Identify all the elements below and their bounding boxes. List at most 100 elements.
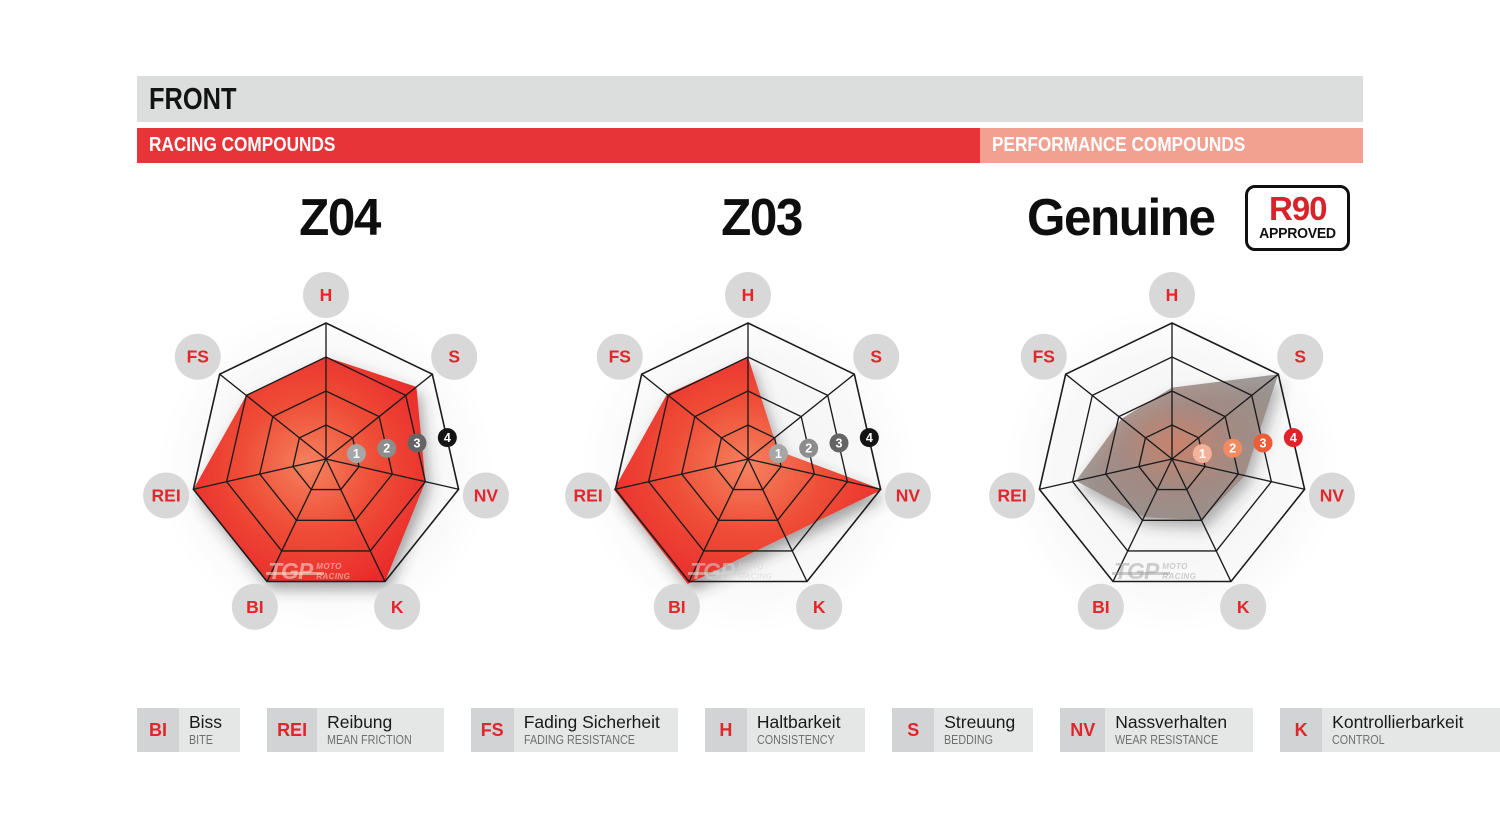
web-spoke-fs <box>1065 373 1173 460</box>
axis-label-circle-h <box>1149 272 1195 318</box>
scale-tick-label-3: 3 <box>1260 436 1267 450</box>
web-ring-2 <box>680 390 816 521</box>
brand-watermark-z04: TGP MOTO RACING <box>265 558 398 584</box>
web-ring-2 <box>258 390 394 521</box>
badge-line1: R90 <box>1268 190 1328 228</box>
scale-tick-3 <box>829 433 849 453</box>
legend-term-de: Haltbarkeit <box>756 712 841 732</box>
axis-label-circle-rei <box>565 472 612 519</box>
axis-label-bi: BI <box>668 597 686 617</box>
scale-tick-label-2: 2 <box>805 442 812 456</box>
axis-label-bi: BI <box>1092 597 1110 617</box>
legend-text-bi: Biss BITE <box>179 708 241 752</box>
scale-tick-label-3: 3 <box>414 436 421 450</box>
axis-label-k: K <box>813 597 826 617</box>
radar-chart-genuine: 1 2 3 4 H S NV K BI REI FS <box>989 272 1355 630</box>
web-ring-1 <box>714 424 782 491</box>
axis-label-circle-s <box>853 333 900 380</box>
scale-tick-4 <box>437 428 457 448</box>
axis-label-s: S <box>448 347 460 367</box>
legend-term-en: CONSISTENCY <box>756 733 835 747</box>
axis-label-nv: NV <box>474 485 499 505</box>
brand-watermark-z03: TGP MOTO RACING <box>687 560 820 583</box>
scale-tick-label-2: 2 <box>1229 442 1236 456</box>
scale-tick-1 <box>768 444 788 464</box>
legend-term-de: Reibung <box>327 712 393 732</box>
performance-compounds-label: PERFORMANCE COMPOUNDS <box>992 134 1246 156</box>
axis-label-fs: FS <box>609 347 631 367</box>
web-spoke-bi <box>688 458 749 582</box>
axis-label-circle-s <box>431 333 478 380</box>
axis-label-circle-nv <box>1308 472 1355 519</box>
scale-tick-label-2: 2 <box>383 442 390 456</box>
axis-label-circle-rei <box>143 472 190 519</box>
brand-logo-line2: RACING <box>738 571 773 581</box>
web-spoke-nv <box>1171 458 1305 490</box>
web-spoke-rei <box>193 458 327 490</box>
badge-line2: APPROVED <box>1259 226 1337 243</box>
brand-logo-line2: RACING <box>316 571 351 581</box>
axis-label-circle-fs <box>1020 333 1067 380</box>
legend-item-rei: REI Reibung MEAN FRICTION <box>267 708 444 752</box>
scale-tick-1 <box>1192 444 1212 464</box>
axis-label-rei: REI <box>152 485 181 505</box>
web-spoke-rei <box>1039 458 1173 490</box>
chart-title-genuine: Genuine <box>1026 189 1216 247</box>
axis-label-rei: REI <box>998 485 1027 505</box>
brand-logo-line2: RACING <box>1162 571 1197 581</box>
brand-logo-subtext: MOTO RACING <box>1162 562 1196 580</box>
legend-abbr-bi: BI <box>137 708 179 752</box>
axis-label-circle-bi <box>1077 583 1124 630</box>
web-spoke-k <box>747 458 808 582</box>
scale-tick-label-1: 1 <box>353 447 360 461</box>
racing-compounds-band: RACING COMPOUNDS <box>137 128 980 163</box>
scale-tick-4 <box>1283 428 1303 448</box>
scale-tick-3 <box>407 433 427 453</box>
brand-logo-tgp: TGP <box>1111 558 1171 584</box>
web-spoke-k <box>1171 458 1232 582</box>
legend-term-en: MEAN FRICTION <box>327 733 412 747</box>
chart-title-row-z04: Z04 <box>130 188 550 248</box>
axis-label-nv: NV <box>896 485 921 505</box>
legend-item-fs: FS Fading Sicherheit FADING RESISTANCE <box>470 708 678 752</box>
axis-label-s: S <box>1294 347 1306 367</box>
legend-text-nv: Nassverhalten WEAR RESISTANCE <box>1105 708 1254 752</box>
axis-label-circle-s <box>1277 333 1324 380</box>
legend-abbr-nv: NV <box>1060 708 1106 752</box>
axis-label-circle-k <box>796 583 843 630</box>
scale-tick-label-3: 3 <box>836 436 843 450</box>
legend-term-en: BEDDING <box>944 733 994 747</box>
web-spoke-rei <box>615 458 749 490</box>
axis-label-h: H <box>320 285 333 305</box>
axis-label-circle-nv <box>462 472 509 519</box>
legend-term-en: BITE <box>189 733 213 747</box>
legend-strip: BI Biss BITE REI Reibung MEAN FRICTION FS Fadin… <box>137 708 1500 752</box>
brand-logo-tgp: TGP <box>265 558 325 584</box>
chart-title-z03: Z03 <box>721 189 804 247</box>
scale-tick-label-1: 1 <box>775 447 782 461</box>
chart-title-z04: Z04 <box>299 189 382 247</box>
web-ring-4 <box>1038 322 1306 583</box>
web-spoke-bi <box>266 458 327 582</box>
web-ring-3 <box>647 356 849 552</box>
web-spoke-k <box>325 458 386 582</box>
web-spoke-s <box>325 373 433 460</box>
web-ring-3 <box>1071 356 1273 552</box>
axis-label-rei: REI <box>574 485 603 505</box>
axis-label-circle-k <box>1220 583 1267 630</box>
legend-abbr-rei: REI <box>267 708 318 752</box>
legend-term-de: Fading Sicherheit <box>523 712 660 732</box>
data-polygon-genuine <box>1075 374 1279 521</box>
brand-logo-subtext: MOTO RACING <box>316 562 350 580</box>
web-spoke-s <box>1171 373 1279 460</box>
scale-tick-2 <box>377 438 397 458</box>
data-polygon-z04 <box>193 357 426 582</box>
axis-label-circle-h <box>725 272 771 318</box>
legend-text-h: Haltbarkeit CONSISTENCY <box>746 708 866 752</box>
web-ring-1 <box>1138 424 1206 491</box>
racing-compounds-label: RACING COMPOUNDS <box>149 134 336 156</box>
chart-title-row-genuine: Genuine R90 APPROVED <box>976 185 1396 251</box>
scale-tick-label-4: 4 <box>1290 431 1297 445</box>
legend-abbr-k: K <box>1280 708 1323 752</box>
